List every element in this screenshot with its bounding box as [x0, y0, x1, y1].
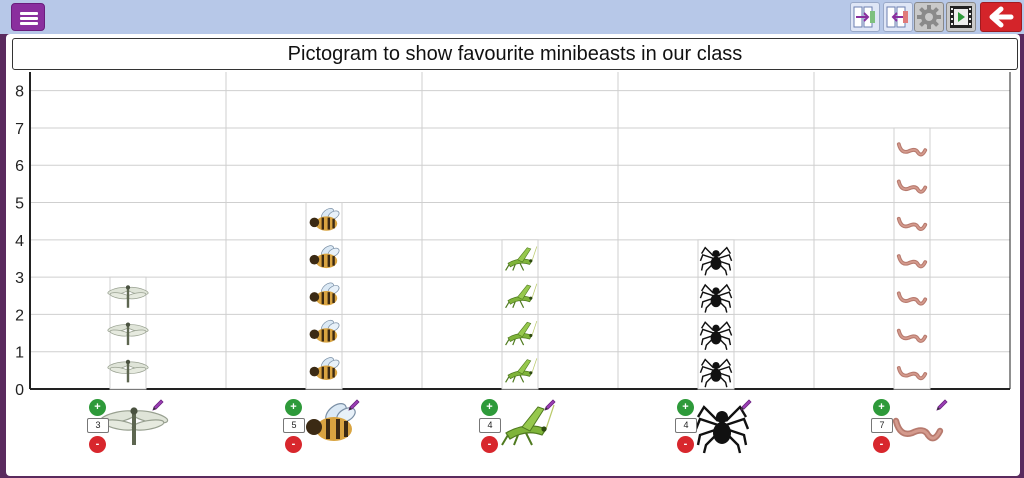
dragonfly-icon — [107, 285, 149, 308]
toolbar — [0, 0, 1024, 34]
bee-label-icon — [306, 403, 356, 441]
bee-count-field[interactable]: 5 — [283, 418, 305, 433]
grasshopper-icon — [505, 320, 538, 346]
pencil-icon — [740, 399, 752, 411]
worm-icon — [896, 254, 928, 269]
add-column-icon — [853, 6, 875, 28]
y-tick-label: 7 — [15, 121, 24, 138]
increase-worm-button[interactable]: + — [873, 399, 890, 416]
worm-icon — [896, 216, 928, 231]
edit-worm-pencil-icon[interactable] — [935, 398, 949, 412]
bee-icon — [309, 207, 340, 231]
edit-spider-pencil-icon[interactable] — [739, 398, 753, 412]
gear-icon — [917, 5, 941, 29]
y-tick-label: 5 — [15, 196, 24, 213]
remove-column-button[interactable] — [883, 2, 913, 32]
grasshopper-count-field[interactable]: 4 — [479, 418, 501, 433]
add-column-button[interactable] — [850, 2, 880, 32]
bee-icon — [309, 319, 340, 343]
hamburger-line — [20, 17, 38, 20]
bee-icon — [309, 282, 340, 306]
edit-grasshopper-pencil-icon[interactable] — [543, 398, 557, 412]
increase-spider-button[interactable]: + — [677, 399, 694, 416]
worm-icon — [896, 142, 928, 157]
grasshopper-icon — [505, 246, 538, 271]
pencil-icon — [348, 399, 360, 411]
grasshopper-icon — [505, 358, 538, 383]
worm-icon — [896, 328, 928, 343]
decrease-grasshopper-button[interactable]: - — [481, 436, 498, 453]
y-tick-label: 6 — [15, 158, 24, 175]
pencil-icon — [544, 399, 556, 411]
remove-column-icon — [886, 6, 908, 28]
decrease-spider-button[interactable]: - — [677, 436, 694, 453]
bee-icon — [309, 357, 340, 380]
spider-icon — [699, 321, 733, 351]
pencil-icon — [152, 399, 164, 411]
worm-count-field[interactable]: 7 — [871, 418, 893, 433]
grasshopper-label-icon — [501, 404, 555, 446]
dragonfly-icon — [107, 322, 149, 346]
pencil-icon — [936, 399, 948, 411]
decrease-worm-button[interactable]: - — [873, 436, 890, 453]
y-tick-label: 1 — [15, 345, 24, 362]
y-tick-label: 8 — [15, 84, 24, 101]
y-tick-label: 3 — [15, 270, 24, 287]
worm-icon — [896, 366, 928, 381]
spider-icon — [699, 246, 733, 276]
back-button[interactable] — [980, 2, 1022, 32]
spider-icon — [699, 358, 733, 388]
worm-label-icon — [892, 417, 944, 442]
increase-dragonfly-button[interactable]: + — [89, 399, 106, 416]
grasshopper-icon — [505, 283, 538, 309]
edit-bee-pencil-icon[interactable] — [347, 398, 361, 412]
chart-title: Pictogram to show favourite minibeasts i… — [12, 38, 1018, 70]
video-button[interactable] — [946, 2, 976, 32]
decrease-bee-button[interactable]: - — [285, 436, 302, 453]
settings-button[interactable] — [914, 2, 944, 32]
spider-label-icon — [694, 405, 750, 454]
dragonfly-count-field[interactable]: 3 — [87, 418, 109, 433]
y-tick-label: 0 — [15, 382, 24, 399]
worm-icon — [896, 291, 928, 306]
dragonfly-icon — [107, 359, 149, 383]
edit-dragonfly-pencil-icon[interactable] — [151, 398, 165, 412]
hamburger-line — [20, 22, 38, 25]
dragonfly-label-icon — [99, 407, 169, 445]
bee-icon — [309, 245, 340, 269]
spider-count-field[interactable]: 4 — [675, 418, 697, 433]
hamburger-icon — [20, 12, 38, 15]
worm-icon — [896, 179, 928, 194]
y-tick-label: 4 — [15, 233, 24, 250]
film-icon — [950, 6, 972, 28]
y-tick-label: 2 — [15, 307, 24, 324]
spider-icon — [699, 283, 733, 313]
decrease-dragonfly-button[interactable]: - — [89, 436, 106, 453]
back-arrow-icon — [989, 6, 1014, 28]
increase-bee-button[interactable]: + — [285, 399, 302, 416]
increase-grasshopper-button[interactable]: + — [481, 399, 498, 416]
menu-button[interactable] — [11, 3, 45, 31]
